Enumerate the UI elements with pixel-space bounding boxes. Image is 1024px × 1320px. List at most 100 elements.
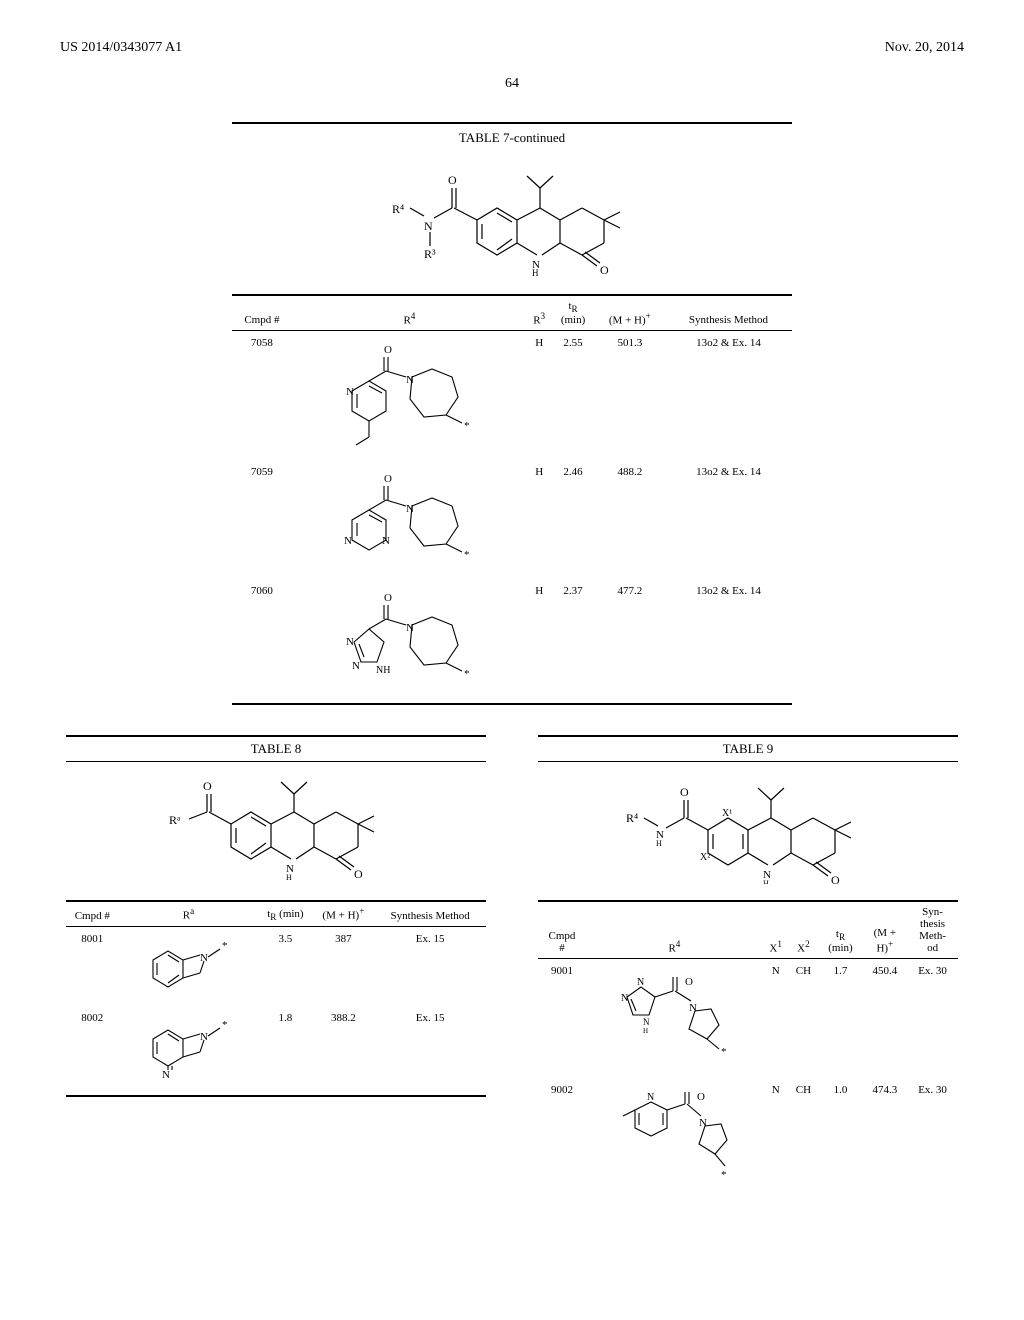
- scaffold-7-svg: R⁴ N R³ O N H: [382, 158, 642, 278]
- col-mh: (M + H)+: [595, 296, 665, 331]
- cell-cmpd: 8002: [66, 1006, 119, 1096]
- cell-mh: 387: [313, 926, 375, 1006]
- table-9-data: Cmpd# R4 X1 X2 tR(min) (M +H)+ Syn-thesi…: [538, 901, 958, 1197]
- svg-text:N: N: [352, 660, 360, 672]
- page-number: 64: [60, 76, 964, 92]
- table-row: 8002 N N *: [66, 1006, 486, 1096]
- cell-method: 13o2 & Ex. 14: [665, 579, 792, 704]
- table-8: TABLE 8 Rᵃ O N H: [66, 735, 486, 1197]
- svg-text:*: *: [464, 668, 470, 680]
- col-x2: X2: [788, 902, 818, 959]
- svg-text:N: N: [406, 622, 414, 634]
- svg-text:H: H: [532, 268, 539, 278]
- svg-text:O: O: [448, 173, 457, 187]
- cell-tr: 1.8: [258, 1006, 312, 1096]
- svg-text:R⁴: R⁴: [392, 202, 404, 216]
- cell-tr: 2.55: [551, 331, 594, 461]
- cell-cmpd: 7060: [232, 579, 292, 704]
- cell-mh: 388.2: [313, 1006, 375, 1096]
- table-8-title: TABLE 8: [66, 735, 486, 762]
- svg-text:O: O: [354, 867, 363, 881]
- svg-text:N: N: [406, 503, 414, 515]
- cell-r3: H: [527, 460, 551, 579]
- pub-date: Nov. 20, 2014: [885, 40, 964, 56]
- col-method: Synthesis Method: [665, 296, 792, 331]
- col-tr: tR(min): [818, 902, 862, 959]
- cell-method: 13o2 & Ex. 14: [665, 331, 792, 461]
- cell-tr: 1.7: [818, 959, 862, 1079]
- svg-text:N: N: [637, 977, 644, 988]
- cell-tr: 1.0: [818, 1078, 862, 1197]
- col-tr: tR (min): [258, 902, 312, 927]
- svg-text:N: N: [346, 636, 354, 648]
- svg-text:X¹: X¹: [722, 808, 732, 819]
- cell-x2: CH: [788, 1078, 818, 1197]
- cell-tr: 3.5: [258, 926, 312, 1006]
- cell-method: Ex. 15: [374, 1006, 486, 1096]
- cell-mh: 477.2: [595, 579, 665, 704]
- svg-text:N: N: [406, 374, 414, 386]
- svg-text:N: N: [382, 535, 390, 547]
- col-ra: Ra: [119, 902, 259, 927]
- svg-text:H: H: [643, 1027, 648, 1035]
- col-r4: R4: [292, 296, 527, 331]
- cell-cmpd: 7058: [232, 331, 292, 461]
- col-cmpd: Cmpd#: [538, 902, 586, 959]
- svg-text:N: N: [346, 386, 354, 398]
- svg-text:O: O: [831, 873, 840, 884]
- col-mh: (M +H)+: [863, 902, 908, 959]
- col-method: Syn-thesisMeth-od: [907, 902, 958, 959]
- svg-text:N: N: [344, 535, 352, 547]
- cell-x1: N: [763, 1078, 789, 1197]
- table-9-scaffold: R⁴ N H O X¹ X² N H: [538, 766, 958, 901]
- svg-text:H: H: [656, 839, 662, 848]
- col-x1: X1: [763, 902, 789, 959]
- cell-structure: O N * N N: [292, 460, 527, 579]
- cell-mh: 488.2: [595, 460, 665, 579]
- svg-text:N: N: [643, 1017, 650, 1027]
- cell-structure: O N * N NH N: [292, 579, 527, 704]
- cell-r3: H: [527, 579, 551, 704]
- cell-structure: O N * N: [292, 331, 527, 461]
- svg-text:X²: X²: [700, 852, 710, 863]
- svg-text:*: *: [222, 940, 228, 952]
- table-7: TABLE 7-continued R⁴ N R³ O: [232, 122, 792, 705]
- cell-method: Ex. 15: [374, 926, 486, 1006]
- svg-text:N: N: [424, 219, 433, 233]
- cell-structure: N O N *: [586, 1078, 763, 1197]
- col-r3: R3: [527, 296, 551, 331]
- svg-text:N: N: [699, 1117, 707, 1129]
- col-tr: tR(min): [551, 296, 594, 331]
- svg-text:O: O: [384, 592, 392, 604]
- cell-method: Ex. 30: [907, 1078, 958, 1197]
- svg-text:NH: NH: [376, 665, 390, 676]
- cell-cmpd: 7059: [232, 460, 292, 579]
- cell-cmpd: 9002: [538, 1078, 586, 1197]
- cell-method: 13o2 & Ex. 14: [665, 460, 792, 579]
- col-cmpd: Cmpd #: [232, 296, 292, 331]
- svg-text:O: O: [600, 263, 609, 277]
- svg-text:*: *: [464, 420, 470, 432]
- table-7-title: TABLE 7-continued: [232, 122, 792, 146]
- table-8-data: Cmpd # Ra tR (min) (M + H)+ Synthesis Me…: [66, 901, 486, 1097]
- svg-text:N: N: [162, 1069, 170, 1081]
- col-r4: R4: [586, 902, 763, 959]
- table-row: 9001 N N N H: [538, 959, 958, 1079]
- table-row: 9002 N O: [538, 1078, 958, 1197]
- svg-text:O: O: [685, 976, 693, 988]
- table-row: 8001 N *: [66, 926, 486, 1006]
- svg-text:*: *: [721, 1169, 727, 1181]
- svg-text:O: O: [203, 779, 212, 793]
- page-header: US 2014/0343077 A1 Nov. 20, 2014: [60, 40, 964, 56]
- svg-text:H: H: [763, 879, 769, 884]
- table-8-scaffold: Rᵃ O N H: [66, 766, 486, 901]
- svg-text:R³: R³: [424, 247, 436, 261]
- cell-structure: N N *: [119, 1006, 259, 1096]
- table-9: TABLE 9 R⁴ N H O X¹ X²: [538, 735, 958, 1197]
- cell-cmpd: 8001: [66, 926, 119, 1006]
- svg-text:H: H: [286, 873, 292, 882]
- cell-structure: N N N H O N: [586, 959, 763, 1079]
- cell-structure: N *: [119, 926, 259, 1006]
- table-row: 7059 O N *: [232, 460, 792, 579]
- cell-r3: H: [527, 331, 551, 461]
